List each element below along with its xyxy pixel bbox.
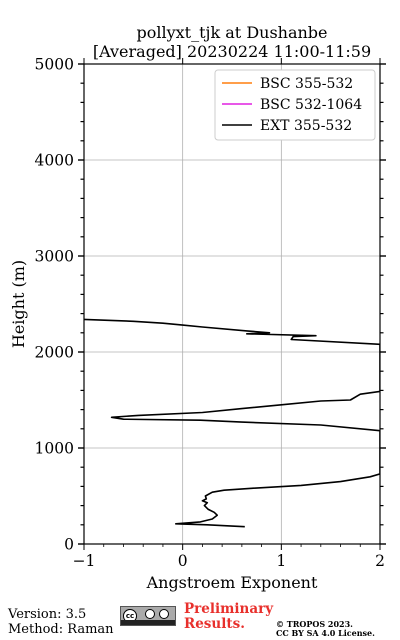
x-tick-label: 1 bbox=[276, 552, 286, 570]
y-axis-label: Height (m) bbox=[9, 260, 28, 348]
method-text: Method: Raman bbox=[8, 622, 114, 637]
version-text: Version: 3.5 bbox=[8, 607, 87, 622]
legend-label-bsc-355-532: BSC 355-532 bbox=[260, 76, 353, 92]
legend-label-ext-355-532: EXT 355-532 bbox=[260, 118, 352, 134]
plot-frame bbox=[83, 63, 381, 545]
by-icon bbox=[145, 609, 155, 619]
y-tick-label: 4000 bbox=[35, 152, 74, 170]
copyright-line2: CC BY SA 4.0 License. bbox=[276, 628, 375, 638]
series-line-ext-355-532 bbox=[84, 318, 380, 528]
y-tick-label: 1000 bbox=[35, 440, 74, 458]
sa-icon bbox=[159, 609, 169, 619]
series-lines bbox=[84, 318, 380, 528]
x-tick-label: 0 bbox=[178, 552, 188, 570]
x-tick-label: 2 bbox=[375, 552, 385, 570]
y-tick-label: 5000 bbox=[35, 56, 74, 74]
chart-title-line1: pollyxt_tjk at Dushanbe bbox=[136, 23, 327, 42]
legend-label-bsc-532-1064: BSC 532-1064 bbox=[260, 97, 362, 113]
legend-box bbox=[214, 69, 376, 141]
cc-license-badge: cc bbox=[120, 606, 176, 626]
y-tick-label: 0 bbox=[64, 536, 74, 554]
y-tick-label: 2000 bbox=[35, 344, 74, 362]
preliminary-results-text: Preliminary Results. bbox=[184, 602, 284, 632]
chart-title-line2: [Averaged] 20230224 11:00-11:59 bbox=[93, 42, 371, 61]
x-axis-label: Angstroem Exponent bbox=[146, 573, 318, 592]
preliminary-line2: Results. bbox=[184, 616, 245, 632]
x-tick-label: −1 bbox=[73, 552, 96, 570]
chart-figure: pollyxt_tjk at Dushanbe [Averaged] 20230… bbox=[9, 23, 386, 592]
legend: BSC 355-532 BSC 532-1064 EXT 355-532 bbox=[214, 69, 376, 141]
badge-strip bbox=[121, 620, 175, 625]
preliminary-line1: Preliminary bbox=[184, 601, 274, 617]
y-tick-label: 3000 bbox=[35, 248, 74, 266]
copyright-text: © TROPOS 2023. CC BY SA 4.0 License. bbox=[276, 620, 396, 638]
copyright-line1: © TROPOS 2023. bbox=[276, 619, 353, 629]
